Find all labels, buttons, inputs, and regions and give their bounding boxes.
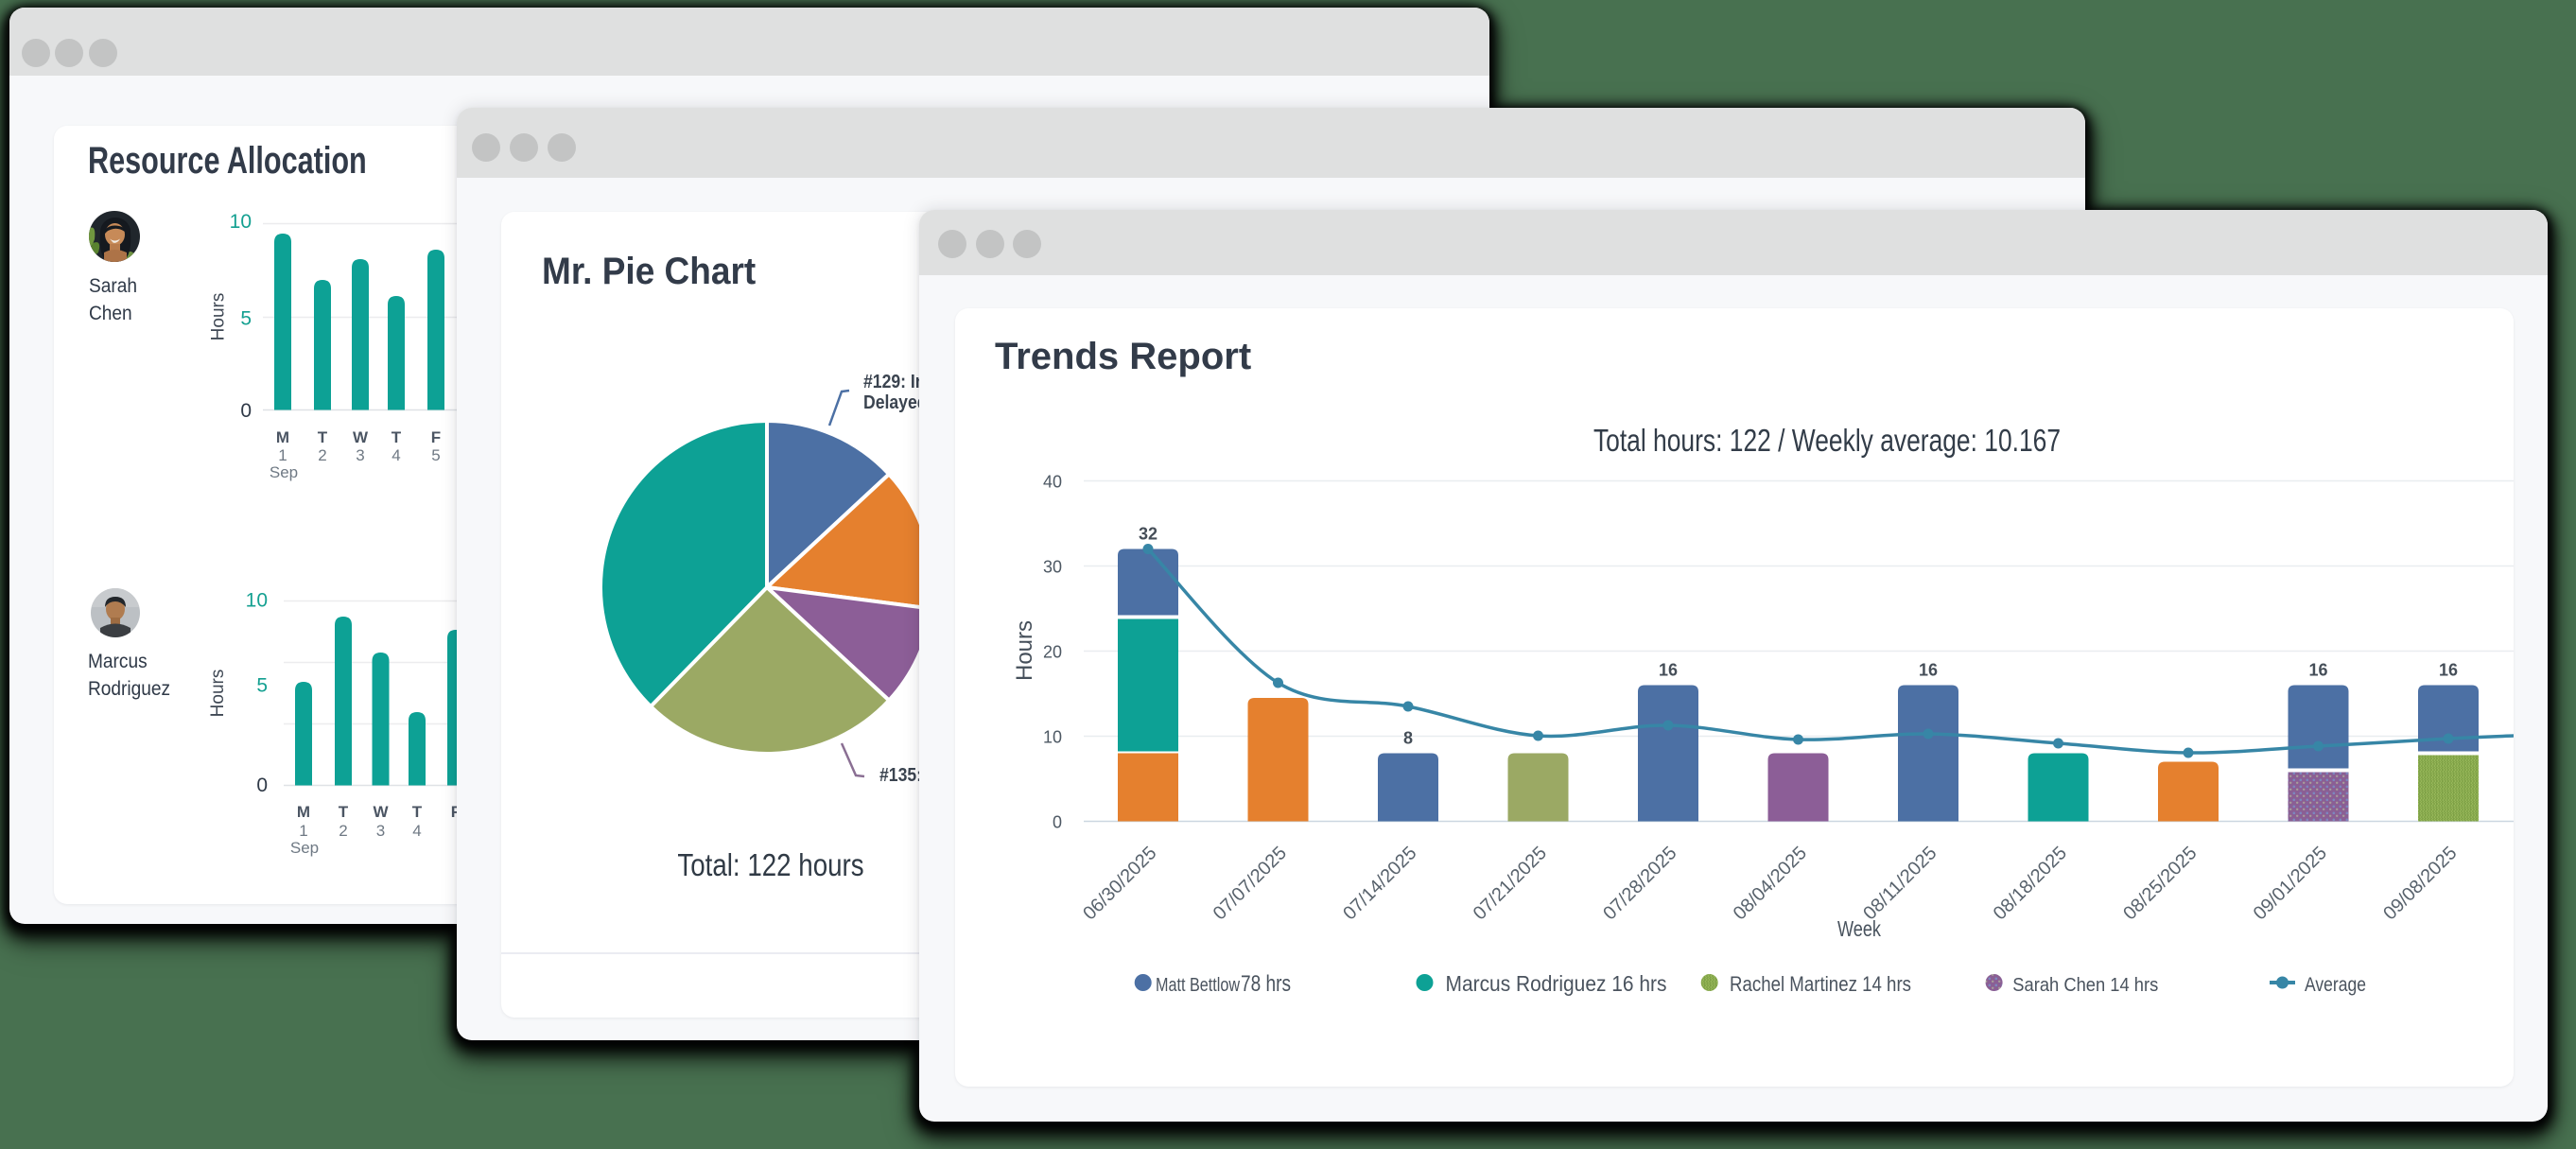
svg-text:5: 5 [256,675,268,697]
svg-text:Sarah Chen 14 hrs: Sarah Chen 14 hrs [2012,974,2158,996]
svg-text:Sep: Sep [290,839,319,857]
svg-text:06/30/2025: 06/30/2025 [1079,843,1160,924]
svg-text:16: 16 [1919,661,1938,680]
svg-text:M: M [297,803,310,821]
svg-text:20: 20 [1043,643,1062,662]
svg-text:Hours: Hours [209,293,229,341]
svg-text:10: 10 [246,590,268,612]
svg-text:16: 16 [1659,661,1678,680]
svg-text:3: 3 [376,822,385,840]
svg-text:4: 4 [392,446,400,464]
svg-text:8: 8 [1403,729,1413,748]
svg-text:Marcus Rodriguez 16 hrs: Marcus Rodriguez 16 hrs [1446,971,1667,996]
svg-text:Hours: Hours [1012,620,1037,681]
svg-text:08/11/2025: 08/11/2025 [1859,843,1941,924]
svg-text:16: 16 [2308,661,2327,680]
svg-text:08/18/2025: 08/18/2025 [1990,843,2071,924]
svg-text:T: T [392,428,402,446]
svg-text:09/08/2025: 09/08/2025 [2379,843,2461,924]
svg-text:2: 2 [318,446,326,464]
svg-text:T: T [339,803,349,821]
svg-text:08/04/2025: 08/04/2025 [1730,843,1811,924]
svg-text:0: 0 [240,400,252,422]
svg-text:16: 16 [2439,661,2458,680]
svg-text:M: M [276,428,289,446]
svg-text:T: T [412,803,423,821]
svg-text:3: 3 [356,446,364,464]
svg-text:32: 32 [1139,525,1157,544]
svg-text:10: 10 [1043,728,1062,747]
svg-text:09/01/2025: 09/01/2025 [2250,843,2331,924]
svg-text:W: W [373,803,389,821]
svg-text:4: 4 [412,822,421,840]
svg-text:1: 1 [299,822,307,840]
svg-text:2: 2 [339,822,347,840]
svg-text:Week: Week [1837,916,1881,941]
svg-text:5: 5 [240,308,252,330]
svg-text:T: T [318,428,328,446]
svg-text:08/25/2025: 08/25/2025 [2119,843,2201,924]
svg-text:Matt Bettlow: Matt Bettlow [1156,975,1240,996]
svg-text:Rachel Martinez 14 hrs: Rachel Martinez 14 hrs [1730,972,1911,996]
svg-text:W: W [353,428,369,446]
svg-text:07/07/2025: 07/07/2025 [1210,843,1291,924]
svg-text:Average: Average [2305,974,2366,996]
svg-text:30: 30 [1043,558,1062,577]
svg-text:07/21/2025: 07/21/2025 [1470,843,1551,924]
svg-text:78 hrs: 78 hrs [1241,971,1291,997]
svg-text:1: 1 [278,446,287,464]
svg-text:5: 5 [431,446,440,464]
svg-text:07/14/2025: 07/14/2025 [1339,843,1420,924]
svg-text:F: F [451,803,461,821]
svg-text:10: 10 [230,211,252,233]
svg-text:07/28/2025: 07/28/2025 [1599,843,1680,924]
svg-text:Hours: Hours [208,670,228,718]
svg-text:0: 0 [256,775,268,796]
svg-text:0: 0 [1053,813,1062,832]
svg-text:Sep: Sep [270,463,298,481]
svg-text:40: 40 [1043,473,1062,492]
svg-text:F: F [431,428,441,446]
